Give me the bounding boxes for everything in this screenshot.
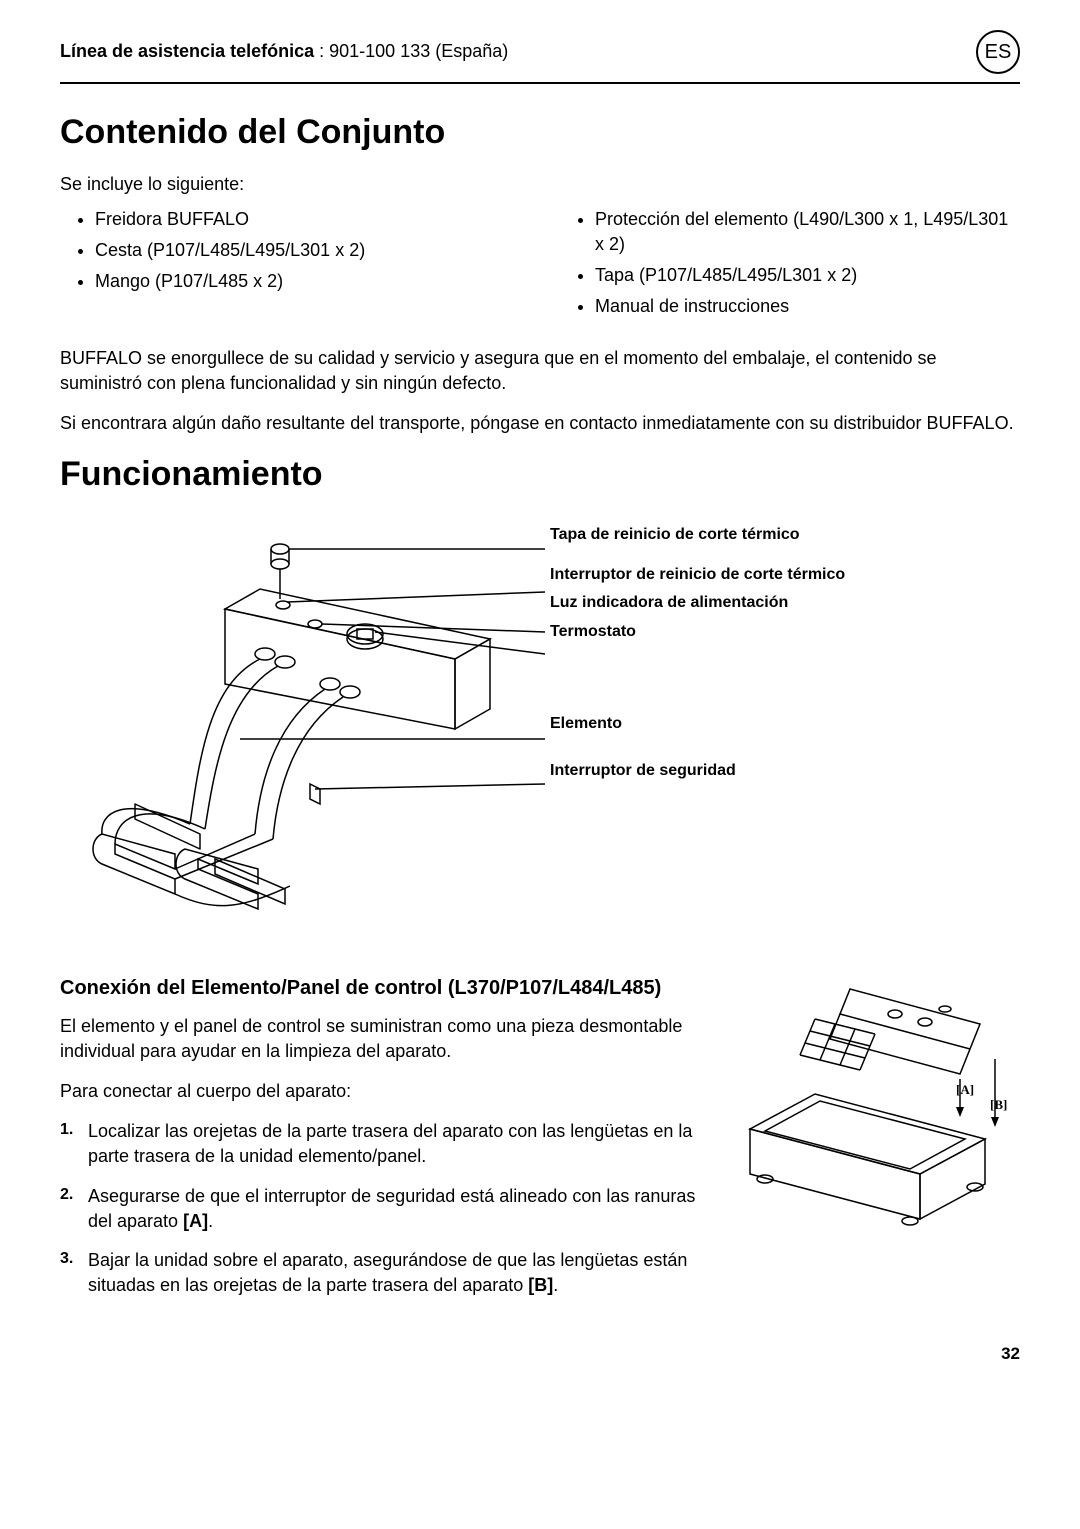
step-item: Localizar las orejetas de la parte trase… <box>60 1119 700 1169</box>
step-item: Bajar la unidad sobre el aparato, asegur… <box>60 1248 700 1298</box>
connection-title: Conexión del Elemento/Panel de control (… <box>60 974 700 1002</box>
contents-columns: Freidora BUFFALO Cesta (P107/L485/L495/L… <box>60 207 1020 326</box>
helpline-label: Línea de asistencia telefónica <box>60 41 314 61</box>
connection-text-col: Conexión del Elemento/Panel de control (… <box>60 959 700 1313</box>
step-item: Asegurarse de que el interruptor de segu… <box>60 1184 700 1234</box>
step-text: Bajar la unidad sobre el aparato, asegur… <box>88 1250 687 1295</box>
list-item: Freidora BUFFALO <box>95 207 520 232</box>
step-text: . <box>553 1275 558 1295</box>
section-title-contents: Contenido del Conjunto <box>60 109 1020 157</box>
list-item: Protección del elemento (L490/L300 x 1, … <box>595 207 1020 257</box>
list-item: Manual de instrucciones <box>595 294 1020 319</box>
step-ref: [A] <box>183 1211 208 1231</box>
section-title-operation: Funcionamiento <box>60 451 1020 499</box>
fryer-element-diagram <box>60 514 560 944</box>
list-item: Tapa (P107/L485/L495/L301 x 2) <box>595 263 1020 288</box>
connection-steps: Localizar las orejetas de la parte trase… <box>60 1119 700 1298</box>
step-text: . <box>208 1211 213 1231</box>
list-item: Mango (P107/L485 x 2) <box>95 269 520 294</box>
diagram-label: Tapa de reinicio de corte térmico <box>550 524 845 546</box>
diagram-label: Elemento <box>550 713 845 735</box>
helpline-text: Línea de asistencia telefónica : 901-100… <box>60 39 508 64</box>
step-ref: [B] <box>528 1275 553 1295</box>
language-badge: ES <box>976 30 1020 74</box>
diagram-label: Luz indicadora de alimentación <box>550 592 845 614</box>
damage-paragraph: Si encontrara algún daño resultante del … <box>60 411 1020 436</box>
fig-label-b: [B] <box>990 1097 1007 1112</box>
list-item: Cesta (P107/L485/L495/L301 x 2) <box>95 238 520 263</box>
connection-figure: [A] [B] <box>720 959 1020 1246</box>
diagram-label: Termostato <box>550 621 845 643</box>
diagram-labels: Tapa de reinicio de corte térmico Interr… <box>550 524 845 786</box>
page-number: 32 <box>60 1342 1020 1366</box>
helpline-sep: : <box>314 41 329 61</box>
connection-para2: Para conectar al cuerpo del aparato: <box>60 1079 700 1104</box>
contents-intro: Se incluye lo siguiente: <box>60 172 1020 197</box>
contents-col-left: Freidora BUFFALO Cesta (P107/L485/L495/L… <box>60 207 520 326</box>
helpline-phone: 901-100 133 (España) <box>329 41 508 61</box>
diagram-label: Interruptor de seguridad <box>550 760 845 782</box>
diagram-container: Tapa de reinicio de corte térmico Interr… <box>60 514 1020 944</box>
step-text: Asegurarse de que el interruptor de segu… <box>88 1186 695 1231</box>
fig-label-a: [A] <box>956 1082 974 1097</box>
fryer-assembly-diagram: [A] [B] <box>720 959 1020 1239</box>
step-text: Localizar las orejetas de la parte trase… <box>88 1121 692 1166</box>
connection-section: Conexión del Elemento/Panel de control (… <box>60 959 1020 1313</box>
quality-paragraph: BUFFALO se enorgullece de su calidad y s… <box>60 346 1020 396</box>
contents-col-right: Protección del elemento (L490/L300 x 1, … <box>560 207 1020 326</box>
page-header: Línea de asistencia telefónica : 901-100… <box>60 30 1020 84</box>
connection-para1: El elemento y el panel de control se sum… <box>60 1014 700 1064</box>
diagram-label: Interruptor de reinicio de corte térmico <box>550 564 845 586</box>
